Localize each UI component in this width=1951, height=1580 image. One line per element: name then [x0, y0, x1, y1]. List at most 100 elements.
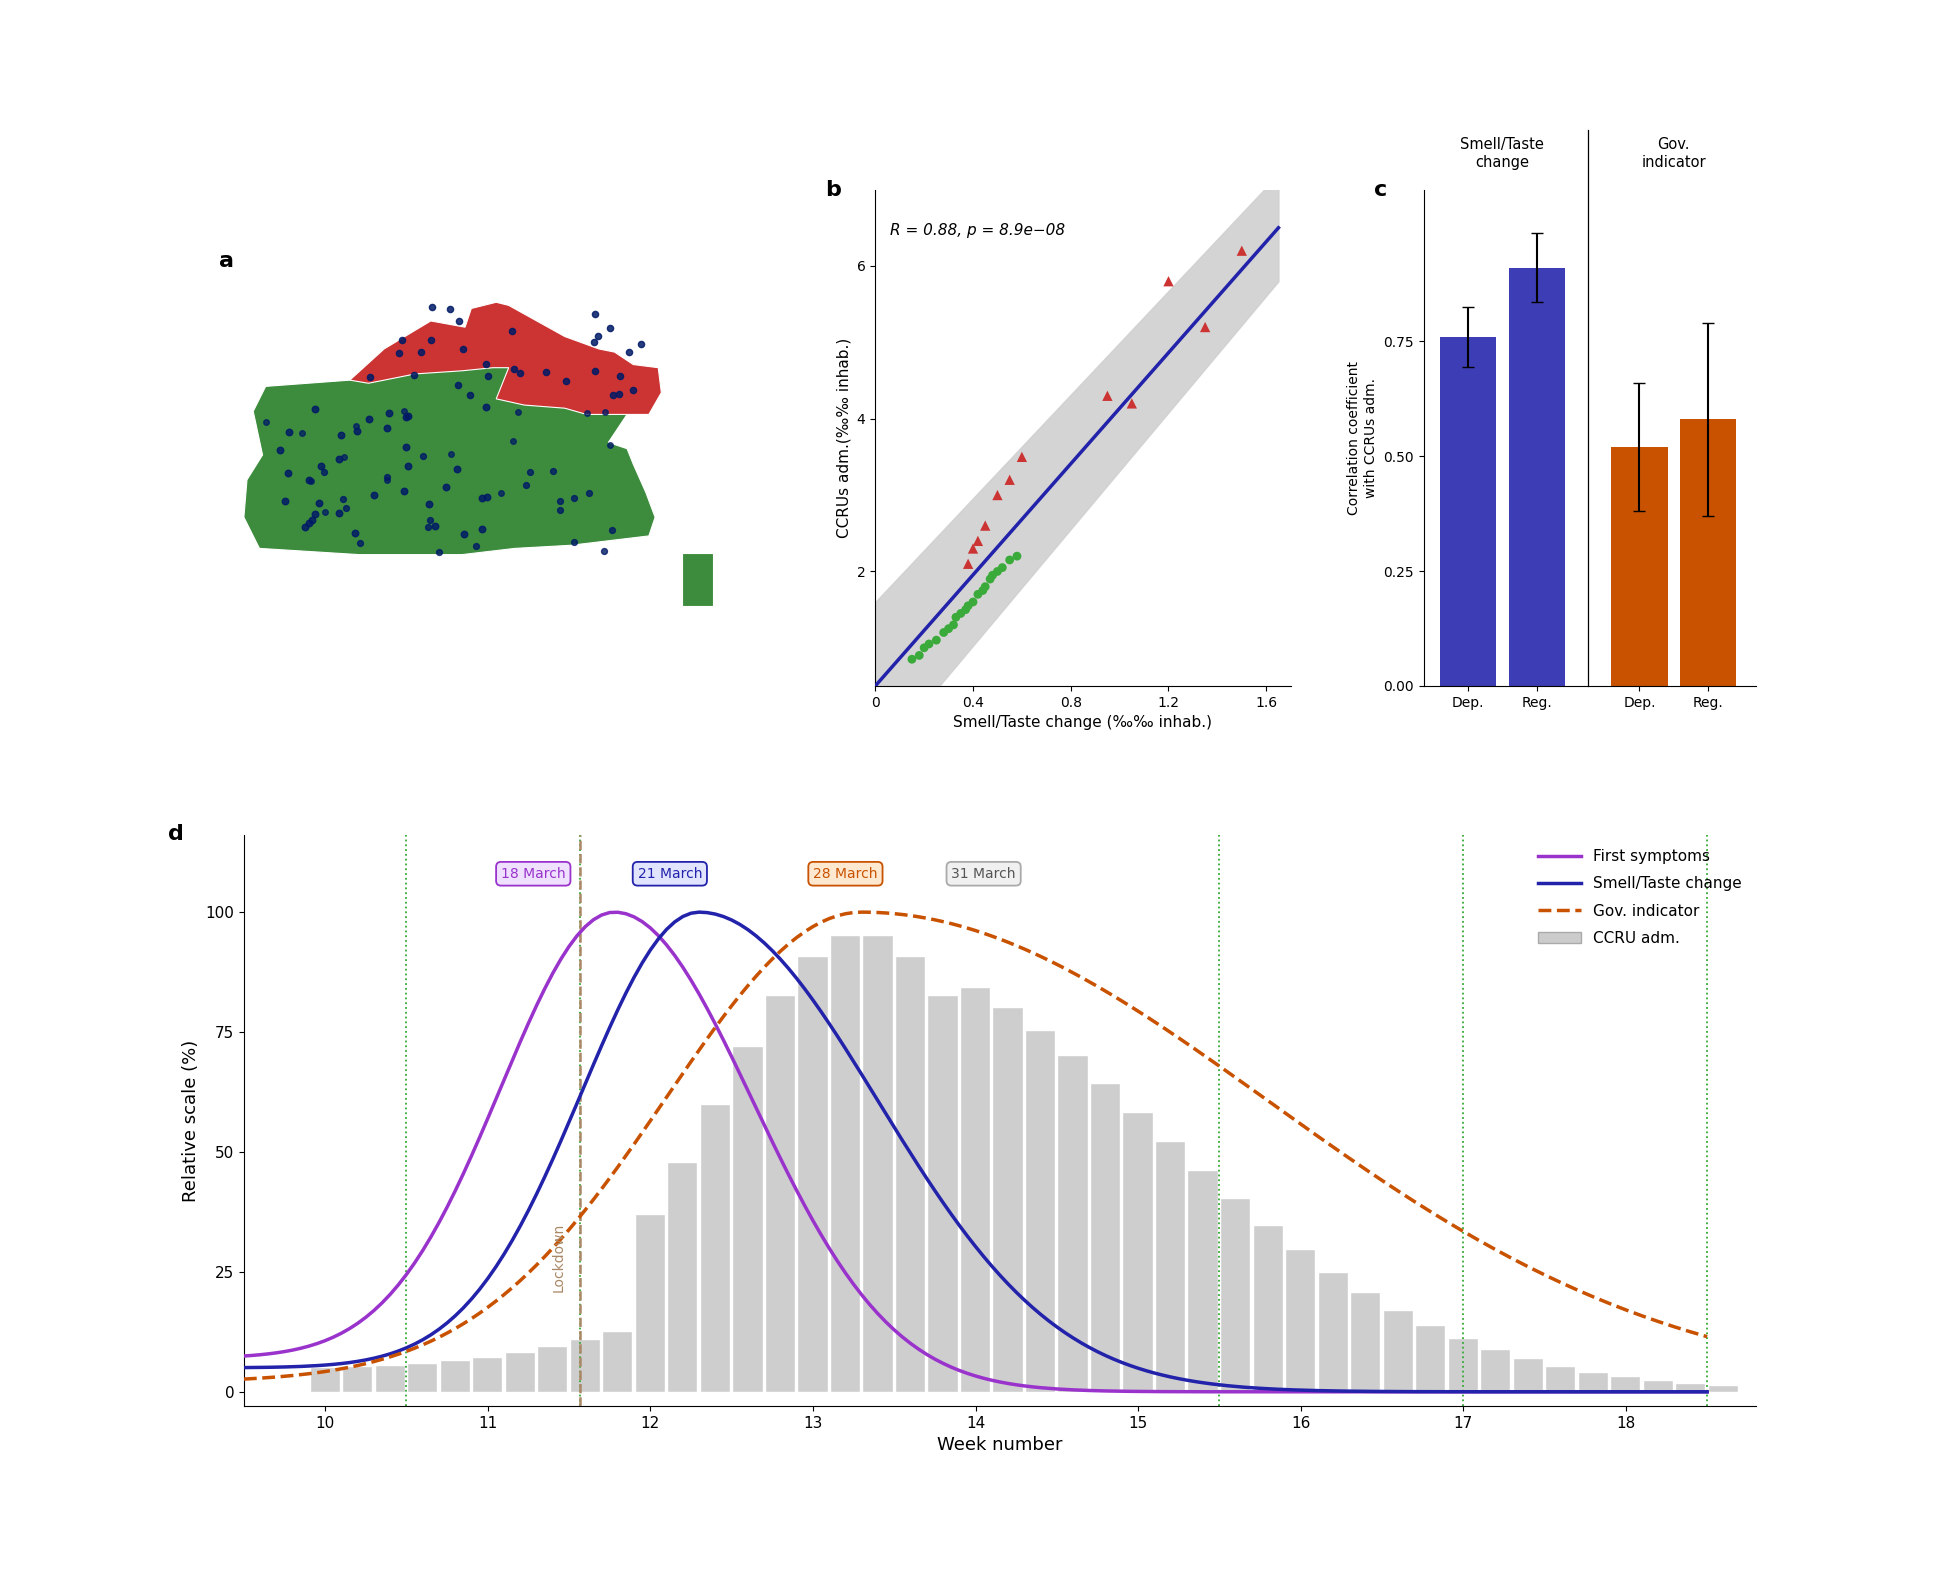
Point	[472, 363, 503, 389]
Point	[250, 409, 281, 435]
Point	[441, 457, 472, 482]
Point	[995, 468, 1026, 493]
Point	[343, 531, 375, 556]
Point	[353, 406, 384, 431]
Polygon shape	[244, 302, 661, 555]
Point	[273, 419, 304, 444]
Point	[987, 555, 1018, 580]
Bar	[831, 935, 860, 1392]
Text: 28 March: 28 March	[814, 867, 878, 880]
Point	[371, 416, 402, 441]
Point	[940, 605, 972, 630]
Point	[359, 483, 390, 509]
Point	[386, 327, 418, 352]
Point	[470, 485, 501, 510]
Text: R = 0.88, p = 8.9e−08: R = 0.88, p = 8.9e−08	[890, 223, 1065, 239]
Bar	[765, 995, 794, 1392]
Bar	[538, 1348, 568, 1392]
Bar	[1578, 1373, 1608, 1392]
Legend: First symptoms, Smell/Taste change, Gov. indicator, CCRU adm.: First symptoms, Smell/Taste change, Gov.…	[1532, 844, 1748, 951]
Point	[913, 632, 944, 657]
Bar	[1188, 1171, 1217, 1392]
Point	[371, 465, 402, 490]
Point	[962, 581, 993, 607]
Point	[392, 453, 423, 479]
Point	[384, 340, 416, 365]
Point	[341, 419, 373, 444]
Point	[293, 468, 324, 493]
Point	[958, 536, 989, 561]
Bar	[862, 935, 892, 1392]
Bar	[1253, 1226, 1282, 1392]
Point	[970, 514, 1001, 539]
Point	[968, 578, 999, 604]
Bar	[636, 1215, 665, 1392]
Point	[498, 428, 529, 453]
Point	[326, 422, 357, 447]
Bar	[1612, 1378, 1641, 1392]
Bar	[603, 1332, 632, 1392]
Bar	[1383, 1311, 1413, 1392]
Point	[952, 551, 983, 577]
Point	[406, 340, 437, 365]
Point	[909, 635, 940, 660]
Point	[308, 460, 339, 485]
Point	[328, 446, 359, 471]
Point	[392, 403, 423, 428]
Bar	[1350, 1292, 1379, 1392]
Point	[302, 490, 334, 515]
Bar	[667, 1163, 697, 1392]
Point	[339, 414, 371, 439]
Point	[537, 458, 568, 483]
Point	[952, 592, 983, 618]
Text: Lockdown: Lockdown	[552, 1223, 566, 1292]
Point	[974, 566, 1005, 591]
Point	[295, 469, 326, 495]
Bar	[896, 957, 925, 1392]
Y-axis label: Relative scale (%): Relative scale (%)	[181, 1040, 199, 1202]
Point	[579, 302, 611, 327]
Point	[977, 562, 1009, 588]
Point	[355, 363, 386, 389]
Bar	[441, 1362, 470, 1392]
Point	[558, 529, 589, 555]
Point	[1116, 390, 1147, 416]
Point	[447, 337, 478, 362]
Point	[544, 488, 576, 514]
Point	[443, 308, 474, 333]
Point	[388, 479, 419, 504]
Point	[617, 378, 648, 403]
Point	[408, 442, 439, 468]
Point	[597, 382, 628, 408]
Point	[431, 474, 462, 499]
Point	[589, 539, 620, 564]
Point	[501, 400, 533, 425]
Point	[291, 515, 322, 540]
Point	[550, 368, 581, 393]
Point	[455, 382, 486, 408]
Point	[324, 446, 355, 471]
Bar	[505, 1352, 535, 1392]
Point	[330, 496, 361, 521]
Point	[414, 507, 445, 532]
Bar	[960, 988, 989, 1392]
Point	[466, 485, 498, 510]
Bar	[310, 1368, 339, 1392]
Point	[328, 487, 359, 512]
Point	[269, 488, 300, 514]
Point	[324, 501, 355, 526]
Point	[306, 453, 338, 479]
Point	[470, 352, 501, 378]
Point	[995, 547, 1026, 572]
Point	[299, 501, 330, 526]
Text: b: b	[825, 180, 841, 199]
Point	[613, 340, 644, 365]
Bar	[1221, 1199, 1251, 1392]
Point	[589, 400, 620, 425]
Text: Gov.
indicator: Gov. indicator	[1641, 137, 1705, 169]
Point	[503, 360, 535, 386]
Point	[593, 431, 624, 457]
Y-axis label: CCRUs adm.(‰‰ inhab.): CCRUs adm.(‰‰ inhab.)	[837, 338, 851, 537]
Bar	[472, 1357, 501, 1392]
Bar	[1091, 1084, 1120, 1392]
